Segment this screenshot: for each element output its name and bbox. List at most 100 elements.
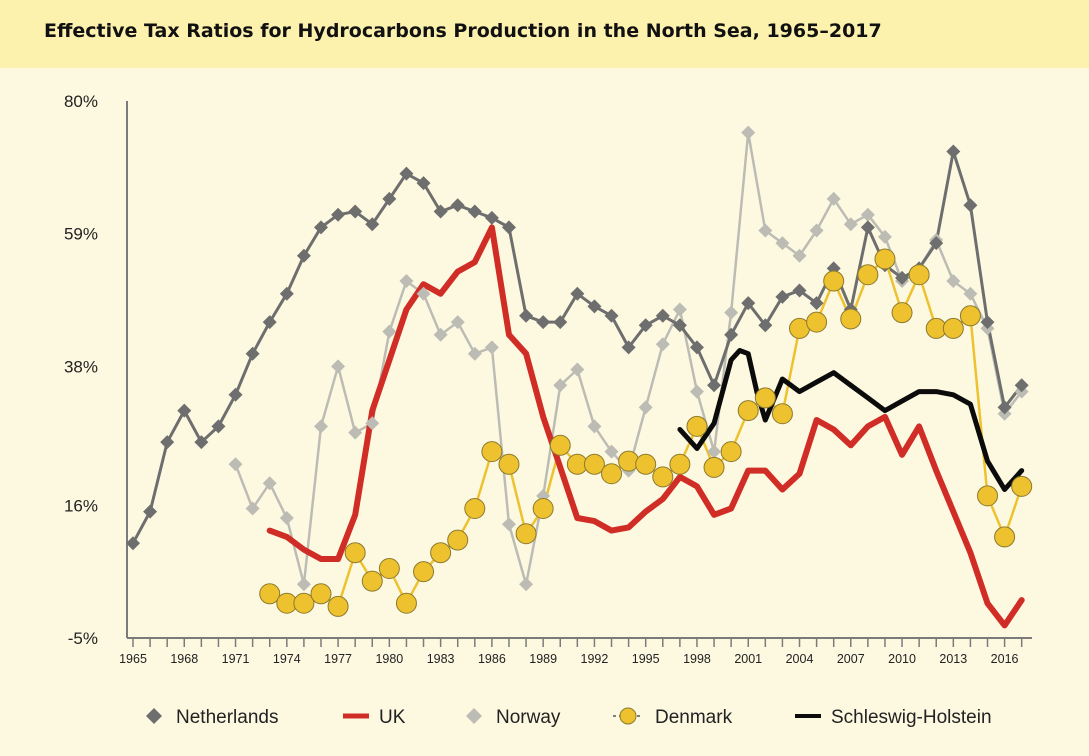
- data-point-norway: [553, 378, 568, 393]
- data-point-netherlands: [1014, 378, 1029, 393]
- data-point-denmark: [840, 308, 862, 330]
- legend-swatch: [619, 707, 637, 725]
- y-tick-label: 16%: [64, 496, 98, 515]
- data-point-denmark: [942, 317, 964, 339]
- data-point-denmark: [806, 311, 828, 333]
- data-point-norway: [416, 286, 431, 301]
- x-tick-label: 2004: [786, 652, 814, 666]
- data-point-netherlands: [262, 315, 277, 330]
- data-point-netherlands: [638, 318, 653, 333]
- legend-label: Norway: [496, 707, 561, 728]
- data-point-denmark: [857, 264, 879, 286]
- data-point-norway: [433, 327, 448, 342]
- data-point-norway: [826, 191, 841, 206]
- series-markers: [126, 125, 1033, 617]
- data-point-netherlands: [655, 308, 670, 323]
- data-point-netherlands: [587, 299, 602, 314]
- data-point-netherlands: [809, 296, 824, 311]
- data-point-netherlands: [741, 296, 756, 311]
- data-point-denmark: [498, 453, 520, 475]
- data-point-netherlands: [689, 340, 704, 355]
- legend-item-denmark: Denmark: [613, 707, 733, 728]
- x-tick-label: 1974: [273, 652, 301, 666]
- chart-title: Effective Tax Ratios for Hydrocarbons Pr…: [44, 20, 882, 42]
- legend-item-netherlands: Netherlands: [146, 707, 278, 728]
- data-point-norway: [348, 425, 363, 440]
- data-point-denmark: [430, 542, 452, 564]
- data-point-norway: [519, 577, 534, 592]
- legend-label: UK: [379, 707, 406, 728]
- data-point-denmark: [395, 592, 417, 614]
- data-point-denmark: [771, 403, 793, 425]
- data-point-denmark: [344, 542, 366, 564]
- data-point-netherlands: [143, 504, 158, 519]
- x-tick-label: 1986: [478, 652, 506, 666]
- data-point-norway: [570, 362, 585, 377]
- legend-item-schleswig-holstein: Schleswig-Holstein: [795, 707, 992, 728]
- data-point-denmark: [703, 456, 725, 478]
- data-point-norway: [467, 346, 482, 361]
- data-point-norway: [262, 476, 277, 491]
- data-point-norway: [963, 286, 978, 301]
- data-point-netherlands: [194, 435, 209, 450]
- data-point-denmark: [583, 453, 605, 475]
- data-point-denmark: [481, 441, 503, 463]
- data-point-netherlands: [279, 286, 294, 301]
- x-tick-label: 1965: [119, 652, 147, 666]
- data-point-norway: [450, 315, 465, 330]
- data-point-norway: [707, 444, 722, 459]
- data-point-netherlands: [296, 248, 311, 263]
- data-point-norway: [331, 359, 346, 374]
- data-point-denmark: [532, 497, 554, 519]
- legend-item-norway: Norway: [466, 707, 561, 728]
- data-point-netherlands: [963, 198, 978, 213]
- data-point-denmark: [601, 463, 623, 485]
- data-point-netherlands: [331, 207, 346, 222]
- data-point-netherlands: [467, 204, 482, 219]
- data-point-norway: [587, 419, 602, 434]
- data-point-denmark: [874, 248, 896, 270]
- x-tick-label: 1983: [427, 652, 455, 666]
- data-point-denmark: [737, 400, 759, 422]
- data-point-denmark: [327, 595, 349, 617]
- data-point-norway: [758, 223, 773, 238]
- data-point-denmark: [823, 270, 845, 292]
- data-point-norway: [689, 384, 704, 399]
- data-point-netherlands: [860, 220, 875, 235]
- data-point-denmark: [908, 264, 930, 286]
- data-point-netherlands: [775, 289, 790, 304]
- data-point-netherlands: [365, 217, 380, 232]
- data-point-norway: [228, 457, 243, 472]
- data-point-denmark: [549, 434, 571, 456]
- data-point-denmark: [378, 558, 400, 580]
- data-point-denmark: [977, 485, 998, 507]
- data-point-netherlands: [160, 435, 175, 450]
- series-line-schleswig-holstein: [677, 348, 1025, 492]
- legend-label: Denmark: [655, 707, 733, 728]
- data-point-denmark: [720, 441, 742, 463]
- data-point-netherlands: [399, 166, 414, 181]
- data-point-netherlands: [313, 220, 328, 235]
- data-point-netherlands: [604, 308, 619, 323]
- data-point-netherlands: [177, 403, 192, 418]
- data-point-netherlands: [501, 220, 516, 235]
- data-point-netherlands: [228, 387, 243, 402]
- axes: -5% 16% 38% 59% 80% 1965 1968 1971 1974 1977 1980 1…: [64, 92, 1032, 666]
- data-point-netherlands: [348, 204, 363, 219]
- x-tick-label: 2001: [734, 652, 762, 666]
- data-point-norway: [399, 274, 414, 289]
- data-point-denmark: [686, 415, 708, 437]
- data-point-denmark: [361, 570, 383, 592]
- data-point-norway: [638, 400, 653, 415]
- data-point-netherlands: [724, 327, 739, 342]
- data-point-netherlands: [450, 198, 465, 213]
- data-point-norway: [741, 125, 756, 140]
- legend-swatch: [146, 708, 162, 724]
- x-tick-label: 1971: [222, 652, 250, 666]
- x-tick-label: 2007: [837, 652, 865, 666]
- data-point-netherlands: [433, 204, 448, 219]
- data-point-norway: [792, 248, 807, 263]
- x-tick-label: 1995: [632, 652, 660, 666]
- data-point-netherlands: [758, 318, 773, 333]
